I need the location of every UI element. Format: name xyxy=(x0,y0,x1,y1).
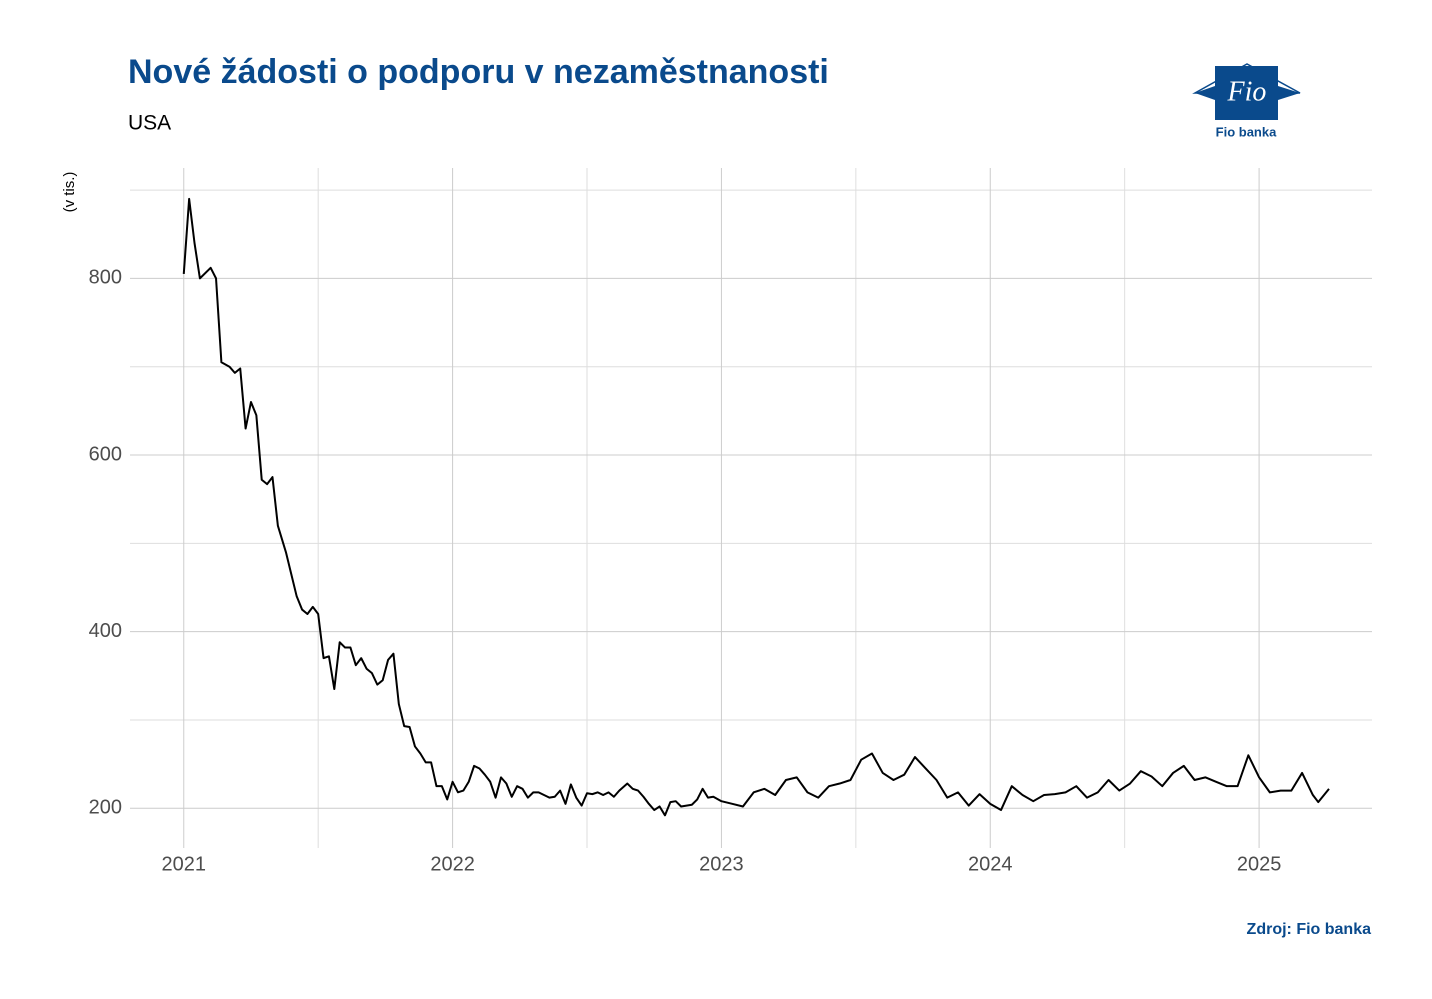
logo-shape xyxy=(1215,66,1278,120)
logo-text: Fio xyxy=(1227,76,1267,107)
logo-shape xyxy=(1278,86,1300,100)
y-tick-label: 400 xyxy=(89,620,122,642)
data-line xyxy=(182,197,1330,817)
logo-caption: Fio banka xyxy=(1216,124,1277,139)
x-tick-label: 2024 xyxy=(968,853,1013,875)
x-tick-label: 2021 xyxy=(162,853,207,875)
x-tick-label: 2022 xyxy=(430,853,475,875)
y-axis-label: (v tis.) xyxy=(61,172,78,213)
x-tick-label: 2023 xyxy=(699,853,744,875)
logo: Fio Fio banka xyxy=(1192,63,1301,139)
grid xyxy=(130,168,1372,848)
chart-title: Nové žádosti o podporu v nezaměstnanosti xyxy=(128,53,829,91)
y-tick-label: 200 xyxy=(89,797,122,819)
logo-shape xyxy=(1195,86,1215,100)
y-tick-label: 600 xyxy=(89,443,122,465)
y-tick-label: 800 xyxy=(89,267,122,289)
x-tick-label: 2025 xyxy=(1237,853,1282,875)
source-note: Zdroj: Fio banka xyxy=(1247,921,1372,938)
chart-subtitle: USA xyxy=(128,112,171,135)
